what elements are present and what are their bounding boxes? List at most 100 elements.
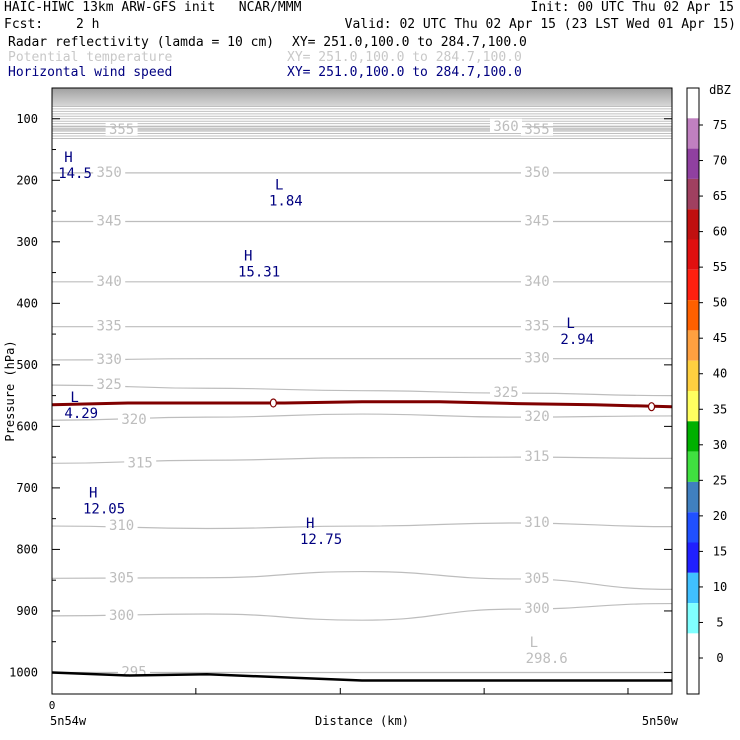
wind-extremum-type: L	[275, 178, 283, 194]
colorbar-label: 65	[713, 189, 727, 203]
theta-label-345: 345	[97, 214, 122, 230]
theta-contour-305	[51, 570, 673, 591]
theta-label-325: 325	[493, 385, 518, 401]
colorbar-label: 50	[713, 296, 727, 310]
colorbar-label: 35	[713, 402, 727, 416]
wind-extremum-value: 12.75	[300, 532, 342, 548]
colorbar-segment	[687, 421, 699, 452]
colorbar-segment	[687, 148, 699, 179]
theta-label-bg	[521, 514, 553, 529]
theta-contour-330	[51, 358, 672, 361]
x-axis-label: Distance (km)	[315, 714, 409, 728]
colorbar-segment	[687, 360, 699, 391]
y-tick-label: 300	[16, 235, 38, 249]
theta-label-bg	[124, 455, 157, 470]
theta-label-330: 330	[97, 352, 122, 368]
theta-label-300: 300	[524, 601, 549, 617]
field-wind-xy: XY= 251.0,100.0 to 284.7,100.0	[287, 65, 522, 80]
wind-extremum-value: 14.5	[58, 166, 92, 182]
wind-extremum-value: 4.29	[64, 406, 98, 422]
plot-border	[51, 87, 673, 695]
theta-label-350: 350	[524, 165, 549, 181]
theta-label-305: 305	[524, 571, 549, 587]
theta-label-310: 310	[524, 515, 549, 531]
freezing-line	[51, 400, 673, 409]
colorbar-segment	[687, 391, 699, 422]
colorbar-segment	[687, 239, 699, 270]
colorbar-label: 30	[713, 438, 727, 452]
terrain-line	[51, 671, 672, 682]
colorbar-segment	[687, 542, 699, 573]
colorbar-segment	[687, 481, 699, 513]
theta-contour-300	[51, 602, 673, 621]
theta-label-315: 315	[524, 449, 549, 465]
theta-label-bg	[490, 385, 522, 400]
theta-label-bg	[521, 273, 553, 288]
theta-label-bg	[521, 409, 553, 424]
colorbar-segment	[687, 663, 699, 694]
y-tick-label: 800	[16, 542, 38, 556]
colorbar-label: 45	[713, 331, 727, 345]
theta-label-320: 320	[121, 412, 146, 428]
y-tick-label: 500	[16, 358, 38, 372]
colorbar-label: 75	[713, 118, 727, 132]
theta-label-bg	[105, 518, 138, 533]
theta-label-bg	[521, 121, 553, 136]
fcst-value: 2 h	[76, 17, 100, 32]
theta-label-bg	[93, 213, 126, 228]
terrain-surface-line	[51, 671, 672, 682]
field-theta-name: Potential temperature	[8, 50, 173, 65]
theta-label-bg	[521, 449, 553, 464]
y-tick-label: 600	[16, 419, 38, 433]
theta-label-bg	[105, 121, 138, 136]
theta-label-355: 355	[524, 122, 549, 138]
theta-label-335: 335	[524, 319, 549, 335]
fcst-label: Fcst:	[4, 17, 44, 32]
theta-contour-320	[51, 413, 673, 421]
x-start-label: 0	[49, 699, 56, 712]
theta-contour-325	[51, 384, 673, 397]
theta-label-bg	[521, 350, 553, 365]
field-reflectivity-name: Radar reflectivity (lamda = 10 cm)	[8, 35, 275, 50]
colorbar-segment	[687, 209, 699, 240]
wind-extremum-value: 15.31	[238, 264, 280, 280]
theta-label-bg	[93, 318, 126, 333]
theta-label-335: 335	[97, 319, 122, 335]
theta-label-340: 340	[524, 274, 549, 290]
colorbar-segment	[687, 512, 699, 543]
x-right-location: 5n50w	[642, 714, 679, 728]
colorbar-segment	[687, 451, 699, 482]
y-tick-label: 900	[16, 604, 38, 618]
colorbar-label: 60	[713, 225, 727, 239]
colorbar-segment	[687, 88, 699, 119]
x-left-location: 5n54w	[50, 714, 87, 728]
wind-extremum-type: H	[306, 516, 314, 532]
y-axis-label: Pressure (hPa)	[3, 340, 17, 441]
theta-label-320: 320	[524, 409, 549, 425]
field-theta-xy: XY= 251.0,100.0 to 284.7,100.0	[287, 50, 522, 65]
upper-contour-band	[52, 88, 672, 139]
colorbar-unit: dBZ	[709, 83, 731, 97]
colorbar-label: 0	[716, 651, 723, 665]
colorbar-segment	[687, 118, 699, 149]
theta-label-305: 305	[109, 570, 134, 586]
theta-label-330: 330	[524, 351, 549, 367]
theta-label-bg	[521, 601, 553, 616]
y-tick-label: 1000	[9, 665, 38, 679]
colorbar-segment	[687, 633, 699, 664]
wind-extremum-type: H	[89, 485, 97, 501]
theta-label-325: 325	[97, 377, 122, 393]
colorbar-segment	[687, 572, 699, 604]
wind-extremum-value: 1.84	[269, 194, 303, 210]
wind-extremum-value: 2.94	[560, 332, 594, 348]
theta-label-bg	[93, 273, 126, 288]
plot-frame	[51, 87, 673, 695]
colorbar-label: 5	[716, 615, 723, 629]
theta-label-bg	[521, 164, 553, 179]
title-left: HAIC-HIWC 13km ARW-GFS init NCAR/MMM	[4, 0, 302, 15]
theta-label-bg	[521, 570, 553, 585]
colorbar-label: 25	[713, 473, 727, 487]
y-tick-label: 200	[16, 173, 38, 187]
